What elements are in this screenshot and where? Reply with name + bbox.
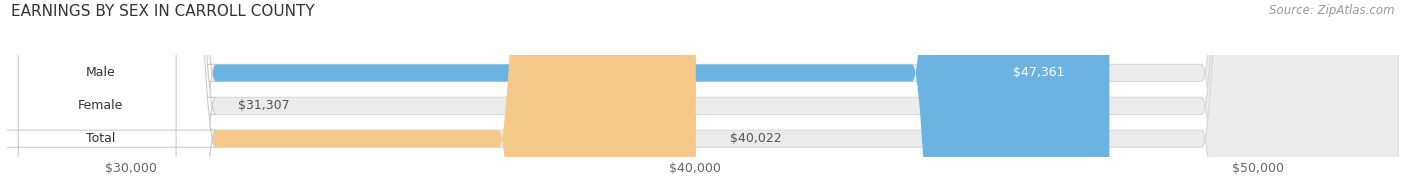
FancyBboxPatch shape <box>18 0 696 196</box>
FancyBboxPatch shape <box>0 0 215 196</box>
FancyBboxPatch shape <box>7 0 215 196</box>
Text: $31,307: $31,307 <box>239 99 290 112</box>
Text: EARNINGS BY SEX IN CARROLL COUNTY: EARNINGS BY SEX IN CARROLL COUNTY <box>11 4 315 19</box>
Text: $47,361: $47,361 <box>1012 66 1064 79</box>
FancyBboxPatch shape <box>18 0 1399 196</box>
Text: Male: Male <box>86 66 115 79</box>
Text: Total: Total <box>86 132 115 145</box>
Text: Female: Female <box>77 99 124 112</box>
Text: Source: ZipAtlas.com: Source: ZipAtlas.com <box>1270 4 1395 17</box>
FancyBboxPatch shape <box>18 0 1109 196</box>
FancyBboxPatch shape <box>0 0 215 196</box>
FancyBboxPatch shape <box>18 0 1399 196</box>
FancyBboxPatch shape <box>18 0 1399 196</box>
FancyBboxPatch shape <box>0 0 215 196</box>
Text: $40,022: $40,022 <box>730 132 782 145</box>
